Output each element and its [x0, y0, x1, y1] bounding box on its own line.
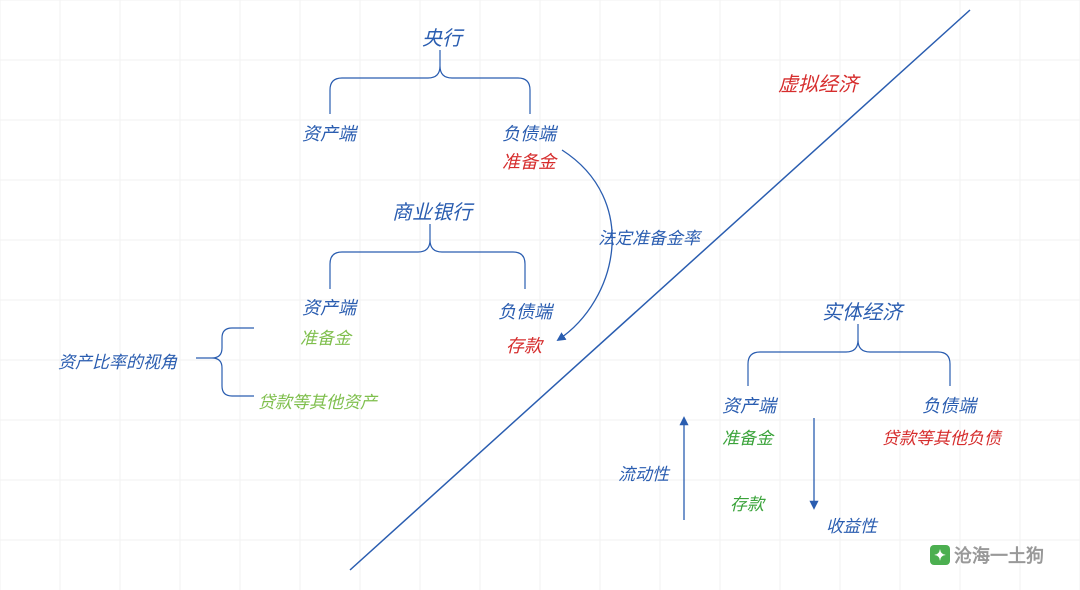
label-commAsset: 资产端 [302, 294, 356, 320]
label-commReserve: 准备金 [300, 324, 351, 349]
label-cbAsset: 资产端 [302, 120, 356, 146]
label-ratioView: 资产比率的视角 [58, 348, 177, 373]
label-virtualEcon: 虚拟经济 [778, 68, 858, 97]
label-cbReserve: 准备金 [502, 148, 556, 174]
label-liquidity: 流动性 [618, 460, 669, 485]
label-deposits: 存款 [506, 332, 542, 358]
label-cbLiab: 负债端 [502, 120, 556, 146]
label-commBank: 商业银行 [392, 196, 472, 225]
label-realReserve: 准备金 [722, 424, 773, 449]
label-realAsset: 资产端 [722, 392, 776, 418]
label-realEcon: 实体经济 [822, 296, 902, 325]
label-otherAssets: 贷款等其他资产 [258, 388, 377, 413]
label-reqReserveRatio: 法定准备金率 [598, 224, 700, 249]
ratio-bracket-left [196, 328, 254, 396]
comm-bracket [330, 224, 525, 289]
label-realDeposit: 存款 [730, 490, 764, 515]
real-bracket [748, 324, 950, 386]
label-realLiab: 负债端 [922, 392, 976, 418]
label-commLiab: 负债端 [498, 298, 552, 324]
grid [0, 0, 1080, 590]
label-otherLiab: 贷款等其他负债 [882, 424, 1001, 449]
watermark-text: 沧海一土狗 [954, 542, 1044, 568]
label-profitability: 收益性 [826, 512, 877, 537]
wechat-icon: ✦ [930, 545, 950, 565]
diagram-svg [0, 0, 1080, 590]
watermark: ✦ 沧海一土狗 [930, 542, 1044, 568]
label-centralBank: 央行 [422, 22, 462, 51]
diagram-stage: 央行虚拟经济资产端负债端准备金商业银行法定准备金率资产端负债端准备金存款资产比率… [0, 0, 1080, 590]
